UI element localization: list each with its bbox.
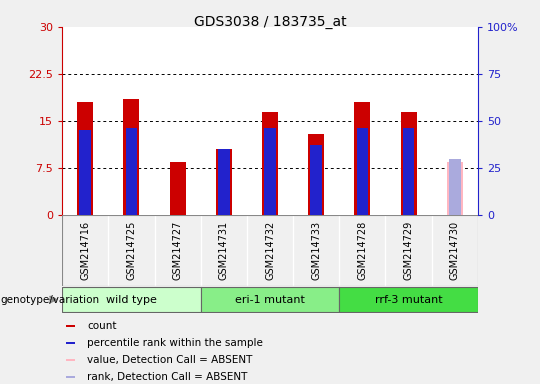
Text: GSM214733: GSM214733 xyxy=(311,221,321,280)
Text: GSM214725: GSM214725 xyxy=(126,221,137,280)
Bar xyxy=(339,286,478,313)
Bar xyxy=(201,286,339,313)
Text: GSM214731: GSM214731 xyxy=(219,221,229,280)
Bar xyxy=(123,99,139,215)
Bar xyxy=(66,342,75,344)
Text: GSM214716: GSM214716 xyxy=(80,221,90,280)
Bar xyxy=(126,129,137,215)
Text: GSM214727: GSM214727 xyxy=(173,221,183,280)
Text: percentile rank within the sample: percentile rank within the sample xyxy=(87,338,263,348)
Bar xyxy=(77,102,93,215)
Bar xyxy=(218,149,230,215)
Text: GDS3038 / 183735_at: GDS3038 / 183735_at xyxy=(194,15,346,29)
Text: rrf-3 mutant: rrf-3 mutant xyxy=(375,295,442,305)
Text: GSM214732: GSM214732 xyxy=(265,221,275,280)
Bar xyxy=(262,112,278,215)
Text: wild type: wild type xyxy=(106,295,157,305)
Bar xyxy=(79,131,91,215)
Bar xyxy=(66,376,75,378)
Text: GSM214728: GSM214728 xyxy=(357,221,367,280)
Bar xyxy=(264,129,276,215)
Text: genotype/variation: genotype/variation xyxy=(0,295,99,305)
Text: eri-1 mutant: eri-1 mutant xyxy=(235,295,305,305)
Bar xyxy=(403,129,414,215)
Bar xyxy=(310,146,322,215)
Bar xyxy=(215,149,232,215)
Bar xyxy=(66,359,75,361)
Bar xyxy=(62,286,201,313)
Text: rank, Detection Call = ABSENT: rank, Detection Call = ABSENT xyxy=(87,372,247,382)
Text: value, Detection Call = ABSENT: value, Detection Call = ABSENT xyxy=(87,355,252,365)
Bar xyxy=(308,134,325,215)
Bar xyxy=(170,162,186,215)
Bar xyxy=(354,102,370,215)
Bar xyxy=(66,325,75,327)
Bar xyxy=(449,159,461,215)
Text: GSM214729: GSM214729 xyxy=(403,221,414,280)
Bar xyxy=(356,129,368,215)
Text: GSM214730: GSM214730 xyxy=(450,221,460,280)
Bar xyxy=(401,112,417,215)
Bar xyxy=(447,162,463,215)
Text: count: count xyxy=(87,321,117,331)
